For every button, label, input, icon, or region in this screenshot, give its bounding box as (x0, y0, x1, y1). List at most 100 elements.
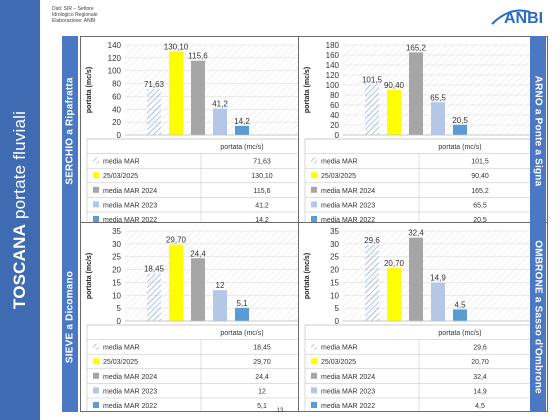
bar-media-mar-2022 (235, 125, 249, 135)
table-value: 65,5 (473, 202, 487, 209)
bar-media-mar-2024 (409, 237, 423, 321)
legend-label: 25/03/2025 (103, 359, 138, 366)
table-value: 20,70 (471, 359, 489, 366)
table-value: 14,2 (255, 217, 269, 224)
table-value: 14,9 (473, 388, 487, 395)
legend-swatch (93, 402, 99, 408)
source-line: Dati: SIR – Settore (52, 6, 94, 12)
legend-swatch (93, 201, 99, 208)
data-label: 29,70 (166, 236, 187, 245)
legend-label: media MAR (103, 345, 140, 352)
table-header: portata (mc/s) (438, 144, 481, 151)
page-title: TOSCANA portate fluviali (10, 111, 30, 309)
data-label: 14,9 (430, 274, 446, 283)
y-tick-label: 20 (330, 121, 339, 130)
table-value: 165,2 (471, 188, 489, 195)
y-tick-label: 15 (112, 278, 121, 287)
legend-swatch (93, 216, 99, 222)
legend-swatch (93, 186, 99, 193)
table-value: 41,2 (255, 202, 269, 209)
data-label: 18,45 (144, 265, 165, 274)
logo-text: ANBI (504, 10, 543, 26)
legend-label: media MAR 2022 (321, 217, 375, 224)
chart-panel-arno: 0 20 40 60 80 100 120 140 160 180 portata (mc/s) 10… (298, 36, 548, 227)
y-tick-label: 60 (112, 92, 121, 101)
table-value: 18,45 (253, 345, 271, 352)
legend-swatch (311, 201, 317, 208)
station-label: SERCHIO a Ripafratta (64, 77, 76, 185)
bar-media-mar (365, 84, 379, 135)
source-line: Elaborazione: ANBI (52, 18, 96, 24)
table-header: portata (mc/s) (220, 330, 263, 337)
anbi-logo: ANBI (491, 9, 543, 26)
legend-label: media MAR 2023 (321, 388, 375, 395)
data-label: 101,5 (362, 75, 383, 84)
y-tick-label: 20 (330, 266, 339, 275)
bar-media-mar-2024 (191, 258, 205, 321)
table-value: 32,4 (473, 374, 487, 381)
legend-label: media MAR 2024 (103, 188, 157, 195)
y-tick-label: 25 (330, 253, 339, 262)
y-axis-label: portata (mc/s) (86, 253, 93, 299)
legend-label: media MAR (103, 159, 140, 166)
bar-media-mar (365, 244, 379, 321)
data-label: 41,2 (212, 100, 228, 109)
legend-label: media MAR 2023 (103, 388, 157, 395)
y-axis-label: portata (mc/s) (86, 67, 93, 113)
table-value: 4,5 (475, 403, 485, 410)
data-label: 90,40 (384, 81, 405, 90)
legend-label: media MAR (321, 159, 358, 166)
y-tick-label: 20 (112, 266, 121, 275)
data-label: 14,2 (234, 117, 250, 126)
data-label: 5,1 (236, 299, 248, 308)
legend-label: media MAR 2022 (103, 403, 157, 410)
y-tick-label: 20 (112, 118, 121, 127)
station-label: OMBRONE a Sasso d'Ombrone (532, 240, 544, 394)
legend-swatch (311, 358, 317, 365)
y-tick-label: 5 (335, 304, 340, 313)
y-tick-label: 5 (117, 304, 122, 313)
y-tick-label: 160 (326, 51, 340, 60)
legend-label: media MAR 2023 (321, 202, 375, 209)
legend-label: media MAR 2022 (321, 403, 375, 410)
station-label: SIEVE a Dicomano (64, 270, 76, 364)
y-axis-label: portata (mc/s) (304, 253, 311, 299)
table-value: 24,4 (255, 374, 269, 381)
y-tick-label: 120 (108, 54, 122, 63)
y-tick-label: 80 (112, 80, 121, 89)
bar-media-mar (147, 88, 161, 135)
table-header: portata (mc/s) (220, 144, 263, 151)
legend-label: media MAR (321, 345, 358, 352)
table-value: 71,63 (253, 159, 271, 166)
y-tick-label: 25 (112, 253, 121, 262)
chart-panel-ombrone: 0 5 10 15 20 25 30 35 portata (mc/s) 29,6 20,70 32,… (298, 222, 548, 413)
y-tick-label: 30 (112, 240, 121, 249)
legend-label: media MAR 2024 (103, 374, 157, 381)
side-title-band: TOSCANA portate fluviali (0, 0, 40, 420)
y-tick-label: 15 (330, 278, 339, 287)
y-tick-label: 140 (108, 41, 122, 50)
y-tick-label: 10 (112, 291, 121, 300)
data-label: 165,2 (406, 43, 427, 52)
data-label: 65,5 (430, 93, 446, 102)
y-tick-label: 120 (326, 71, 340, 80)
table-header: portata (mc/s) (438, 330, 481, 337)
source-line: Idrologico Regionale (52, 12, 98, 18)
bar-25-03-2025 (169, 244, 183, 321)
y-tick-label: 0 (335, 131, 340, 140)
y-tick-label: 0 (335, 317, 340, 326)
y-tick-label: 10 (330, 291, 339, 300)
page-title-bold: TOSCANA (10, 223, 29, 310)
bar-media-mar-2024 (409, 52, 423, 135)
legend-swatch (93, 157, 99, 164)
table-value: 20,5 (473, 217, 487, 224)
legend-swatch (311, 172, 317, 179)
data-label: 12 (216, 281, 225, 290)
legend-swatch (93, 358, 99, 365)
legend-label: media MAR 2023 (103, 202, 157, 209)
bar-media-mar-2022 (235, 307, 249, 321)
y-tick-label: 35 (330, 227, 339, 236)
y-tick-label: 140 (326, 61, 340, 70)
table-value: 29,6 (473, 345, 487, 352)
